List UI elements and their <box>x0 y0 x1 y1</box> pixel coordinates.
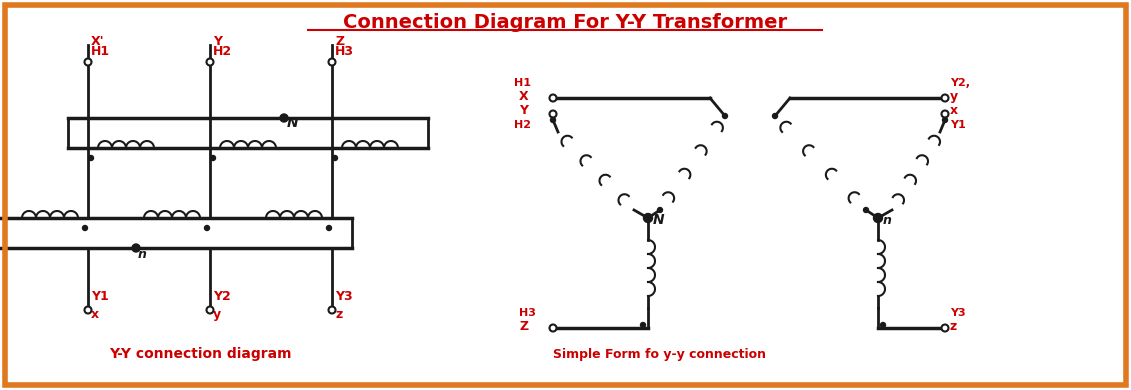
Text: N: N <box>287 116 299 130</box>
Circle shape <box>873 213 882 223</box>
Text: Y3: Y3 <box>950 308 966 318</box>
Text: Y1: Y1 <box>90 290 109 303</box>
Circle shape <box>132 244 140 252</box>
Circle shape <box>657 207 663 213</box>
Text: H3: H3 <box>519 308 536 318</box>
Circle shape <box>207 307 214 314</box>
Text: H2: H2 <box>213 45 232 58</box>
Text: Y-Y connection diagram: Y-Y connection diagram <box>109 347 292 361</box>
Circle shape <box>941 110 949 117</box>
Circle shape <box>941 324 949 331</box>
Circle shape <box>85 307 92 314</box>
Text: z: z <box>950 320 957 333</box>
Circle shape <box>941 94 949 101</box>
Circle shape <box>328 58 336 66</box>
Circle shape <box>881 323 886 328</box>
Circle shape <box>85 58 92 66</box>
Text: Z: Z <box>335 35 344 48</box>
Circle shape <box>327 225 331 230</box>
Text: Y: Y <box>519 104 528 117</box>
Text: H1: H1 <box>513 78 530 88</box>
Text: X': X' <box>90 35 105 48</box>
Circle shape <box>328 307 336 314</box>
Circle shape <box>863 207 869 213</box>
Text: x: x <box>90 308 100 321</box>
Circle shape <box>644 213 653 223</box>
Text: Y2,: Y2, <box>950 78 970 88</box>
Text: n: n <box>883 214 892 227</box>
Circle shape <box>83 225 87 230</box>
Circle shape <box>88 156 94 161</box>
Circle shape <box>772 113 777 119</box>
Circle shape <box>550 324 556 331</box>
Text: Y3: Y3 <box>335 290 353 303</box>
Text: Simple Form fo y-y connection: Simple Form fo y-y connection <box>553 348 766 361</box>
Circle shape <box>207 58 214 66</box>
Text: Z: Z <box>519 320 528 333</box>
Circle shape <box>210 156 216 161</box>
Text: y: y <box>950 90 958 103</box>
Text: H2: H2 <box>513 120 530 130</box>
Text: Connection Diagram For Y-Y Transformer: Connection Diagram For Y-Y Transformer <box>343 12 787 32</box>
Text: X: X <box>519 90 528 103</box>
Circle shape <box>280 114 288 122</box>
Text: N: N <box>653 213 665 227</box>
Text: Y2: Y2 <box>213 290 231 303</box>
Text: H3: H3 <box>335 45 354 58</box>
Circle shape <box>942 117 948 122</box>
Text: x: x <box>950 104 958 117</box>
Text: y: y <box>213 308 222 321</box>
Circle shape <box>551 117 555 122</box>
Circle shape <box>333 156 337 161</box>
Text: z: z <box>335 308 343 321</box>
Text: Y1: Y1 <box>950 120 966 130</box>
Text: n: n <box>138 248 147 261</box>
Text: Y: Y <box>213 35 222 48</box>
Circle shape <box>723 113 727 119</box>
Circle shape <box>640 323 646 328</box>
Text: H1: H1 <box>90 45 110 58</box>
Circle shape <box>205 225 209 230</box>
Circle shape <box>550 94 556 101</box>
Circle shape <box>550 110 556 117</box>
